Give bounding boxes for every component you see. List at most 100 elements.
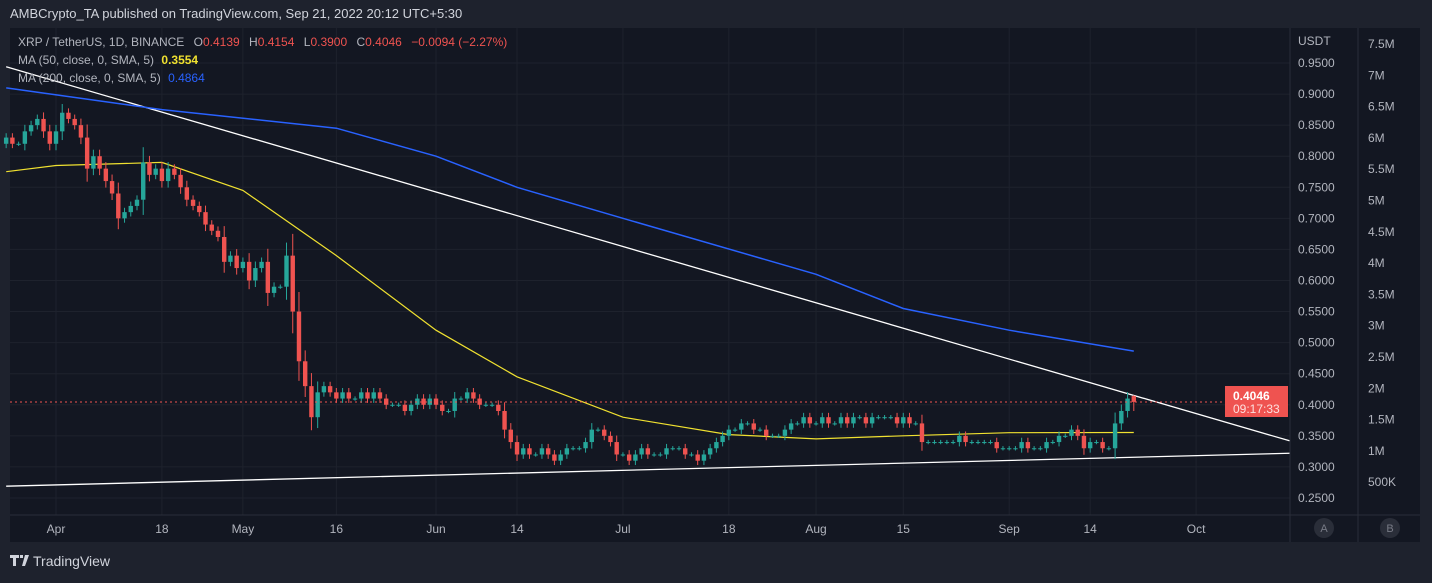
candle[interactable] bbox=[446, 408, 451, 414]
candle[interactable] bbox=[234, 249, 239, 275]
candle[interactable] bbox=[745, 421, 750, 426]
candle[interactable] bbox=[788, 419, 794, 434]
candle[interactable] bbox=[639, 443, 644, 459]
trendline[interactable] bbox=[5, 66, 1290, 442]
candle[interactable] bbox=[103, 162, 109, 188]
candle[interactable] bbox=[197, 201, 202, 217]
candle[interactable] bbox=[1081, 429, 1087, 455]
candle[interactable] bbox=[396, 402, 401, 407]
candle[interactable] bbox=[857, 415, 862, 420]
candle[interactable] bbox=[165, 162, 171, 188]
candle[interactable] bbox=[645, 443, 651, 459]
auto-scale-button[interactable] bbox=[1314, 518, 1334, 538]
candle[interactable] bbox=[969, 439, 975, 445]
candle[interactable] bbox=[882, 415, 887, 420]
candle[interactable] bbox=[950, 439, 956, 445]
candle[interactable] bbox=[315, 381, 320, 429]
candle[interactable] bbox=[795, 421, 800, 426]
candle[interactable] bbox=[589, 423, 594, 449]
candle[interactable] bbox=[97, 149, 102, 176]
candle[interactable] bbox=[296, 291, 302, 381]
candle[interactable] bbox=[377, 387, 383, 403]
candle[interactable] bbox=[570, 446, 576, 451]
candle[interactable] bbox=[303, 350, 308, 398]
candle[interactable] bbox=[739, 419, 744, 434]
candle[interactable] bbox=[1019, 437, 1024, 453]
candle[interactable] bbox=[770, 433, 775, 439]
candle[interactable] bbox=[141, 147, 146, 215]
candle[interactable] bbox=[963, 431, 968, 447]
candles[interactable] bbox=[3, 104, 1136, 466]
candle[interactable] bbox=[982, 439, 987, 445]
candle[interactable] bbox=[807, 412, 813, 428]
candle[interactable] bbox=[91, 149, 96, 176]
candle[interactable] bbox=[782, 425, 788, 441]
candle[interactable] bbox=[483, 402, 489, 407]
candle[interactable] bbox=[732, 427, 738, 432]
candle[interactable] bbox=[751, 419, 756, 434]
candle[interactable] bbox=[683, 443, 688, 459]
candle[interactable] bbox=[109, 174, 115, 201]
candle[interactable] bbox=[402, 400, 408, 416]
candle[interactable] bbox=[128, 201, 133, 217]
candle[interactable] bbox=[190, 195, 196, 211]
candle[interactable] bbox=[78, 118, 84, 145]
candle[interactable] bbox=[60, 104, 65, 141]
candle[interactable] bbox=[876, 415, 881, 420]
candle[interactable] bbox=[278, 284, 283, 289]
candle[interactable] bbox=[813, 421, 819, 426]
candle[interactable] bbox=[502, 402, 507, 439]
candle[interactable] bbox=[695, 450, 700, 466]
candle[interactable] bbox=[701, 450, 707, 466]
candle[interactable] bbox=[352, 396, 358, 401]
candle[interactable] bbox=[440, 400, 445, 416]
candle[interactable] bbox=[327, 381, 333, 397]
candle[interactable] bbox=[458, 396, 464, 401]
candle[interactable] bbox=[801, 412, 806, 428]
candle[interactable] bbox=[988, 439, 993, 445]
candle[interactable] bbox=[203, 205, 208, 232]
candle[interactable] bbox=[452, 392, 457, 418]
candle[interactable] bbox=[714, 437, 719, 453]
candle[interactable] bbox=[284, 242, 289, 300]
candle[interactable] bbox=[1000, 446, 1006, 451]
candle[interactable] bbox=[845, 412, 850, 428]
candle[interactable] bbox=[521, 443, 526, 459]
candle[interactable] bbox=[608, 431, 613, 447]
candle[interactable] bbox=[265, 248, 271, 306]
b-scale-button[interactable] bbox=[1380, 518, 1400, 538]
candle[interactable] bbox=[253, 261, 258, 288]
candle[interactable] bbox=[564, 443, 570, 459]
candle[interactable] bbox=[533, 452, 538, 457]
candle[interactable] bbox=[602, 425, 607, 441]
candle[interactable] bbox=[147, 155, 152, 182]
candle[interactable] bbox=[1031, 446, 1037, 451]
candle[interactable] bbox=[35, 114, 40, 130]
candle[interactable] bbox=[820, 412, 825, 428]
candle[interactable] bbox=[583, 437, 588, 453]
candle[interactable] bbox=[1038, 446, 1043, 451]
candle[interactable] bbox=[913, 421, 918, 426]
candle[interactable] bbox=[689, 452, 694, 457]
candle[interactable] bbox=[764, 425, 769, 441]
candle[interactable] bbox=[1050, 439, 1055, 445]
candle[interactable] bbox=[346, 387, 352, 403]
candle[interactable] bbox=[421, 394, 426, 410]
candle[interactable] bbox=[907, 412, 912, 428]
candle[interactable] bbox=[371, 387, 376, 403]
candle[interactable] bbox=[134, 195, 140, 211]
candle[interactable] bbox=[16, 141, 21, 146]
candle[interactable] bbox=[415, 394, 420, 410]
candle[interactable] bbox=[116, 182, 121, 230]
candle[interactable] bbox=[84, 124, 90, 182]
candle[interactable] bbox=[1056, 431, 1062, 447]
candle[interactable] bbox=[527, 443, 532, 459]
candle[interactable] bbox=[1125, 392, 1130, 418]
candle[interactable] bbox=[838, 412, 844, 428]
candle[interactable] bbox=[539, 443, 545, 459]
candle[interactable] bbox=[496, 400, 501, 416]
candle[interactable] bbox=[670, 446, 675, 451]
candle[interactable] bbox=[240, 257, 246, 273]
candle[interactable] bbox=[1106, 446, 1112, 451]
